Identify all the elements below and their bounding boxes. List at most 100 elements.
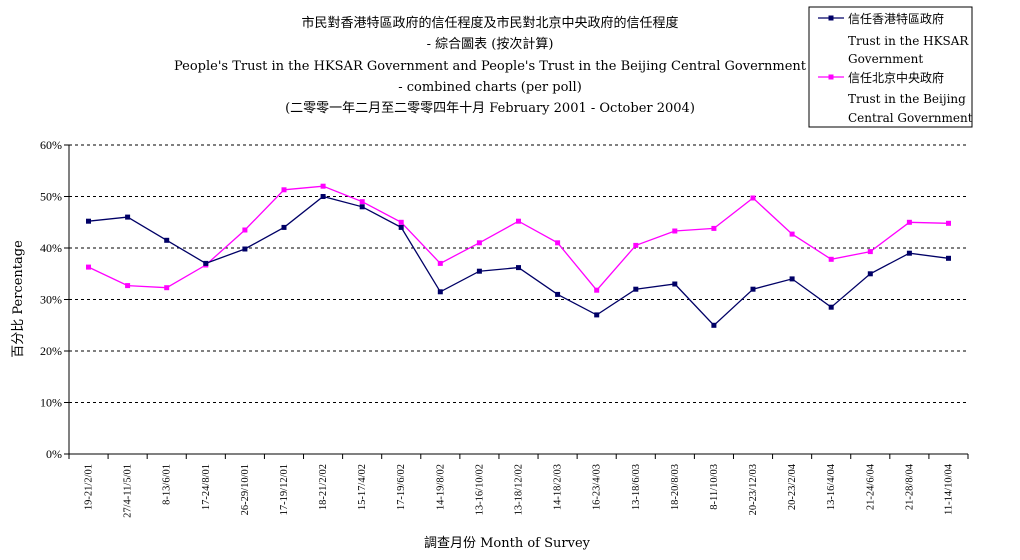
x-tick-label: 26-29/10/01 [240,464,251,515]
series-lines [86,183,951,328]
x-tick-label: 13-16/10/02 [474,464,485,515]
data-point-hksar [359,204,365,210]
gridlines [64,144,968,455]
chart-title: 市民對香港特區政府的信任程度及市民對北京中央政府的信任程度 - 綜合圖表 (按次計… [174,15,807,116]
data-point-beijing [281,187,287,193]
x-tick-label: 20-23/12/03 [748,464,759,515]
data-point-beijing [633,242,639,248]
data-point-hksar [555,291,561,297]
x-tick-label: 21-24/6/04 [865,463,876,510]
x-tick-label: 20-23/2/04 [787,463,798,510]
x-tick-label: 27/4-11/5/01 [123,464,134,518]
x-tick-label: 8-11/10/03 [709,464,720,510]
data-point-beijing [164,285,170,291]
y-tick-label: 40% [40,241,62,255]
series-line-beijing [88,185,949,292]
x-tick-label: 17-24/8/01 [201,464,212,510]
data-point-beijing [125,283,131,289]
legend: 信任香港特區政府 Trust in the HKSAR Government 信… [808,6,973,128]
data-point-hksar [516,265,521,271]
y-axis-label: 百分比 Percentage [11,240,26,358]
data-point-hksar [476,268,482,274]
data-point-beijing [437,260,443,266]
y-tick-labels: 0% 10% 20% 30% 40% 50% 60% [40,138,62,461]
data-point-beijing [906,219,912,225]
data-point-hksar [164,237,170,243]
x-tick-label: 14-19/8/02 [435,464,446,510]
data-point-hksar [789,276,795,282]
y-tick-label: 30% [40,293,62,307]
y-tick-label: 0% [46,447,62,461]
chart-title-line-5: (二零零一年二月至二零零四年十月 February 2001 - October… [285,101,695,116]
data-point-beijing [750,195,756,201]
data-point-beijing [242,227,248,233]
legend-label-beijing-en-2: Central Government [848,111,973,125]
legend-label-hksar-en-1: Trust in the HKSAR [848,34,969,48]
data-point-hksar [711,322,717,328]
data-point-beijing [711,225,717,231]
data-point-hksar [437,289,443,295]
data-point-beijing [828,256,834,262]
data-point-beijing [594,287,600,293]
legend-box [808,6,973,128]
x-tick-label: 15-17/4/02 [357,464,368,510]
y-tick-label: 20% [40,344,62,358]
y-tick-label: 50% [40,190,62,204]
chart-title-line-4: - combined charts (per poll) [398,80,582,95]
legend-label-beijing-en-1: Trust in the Beijing [848,92,966,106]
data-point-beijing [476,240,482,246]
x-tick-label: 8-13/6/01 [162,464,173,505]
data-point-beijing [359,199,365,205]
data-point-hksar [946,255,951,261]
x-tick-label: 11-14/10/04 [943,463,954,515]
data-point-hksar [86,218,91,224]
data-point-hksar [867,271,873,277]
x-tick-labels: 19-21/2/01 27/4-11/5/01 8-13/6/01 17-24/8/0… [84,463,955,518]
data-point-hksar [633,286,639,292]
x-tick-label: 13-18/6/03 [631,464,642,510]
legend-marker-hksar [828,15,834,21]
x-axis-label: 調查月份 Month of Survey [424,536,591,551]
x-tick-label: 21-28/8/04 [904,463,915,510]
data-point-hksar [242,246,248,252]
x-tick-label: 14-18/2/03 [553,464,564,510]
data-point-hksar [398,224,404,230]
x-tick-label: 13-16/4/04 [826,463,837,510]
data-point-beijing [946,220,951,226]
x-tick-label: 18-20/8/03 [670,464,681,510]
data-point-hksar [828,304,834,310]
y-tick-label: 10% [40,396,62,410]
x-tick-label: 18-21/2/02 [318,464,329,510]
data-point-beijing [320,183,326,189]
data-point-hksar [906,250,912,256]
data-point-hksar [320,194,326,199]
data-point-beijing [867,249,873,255]
data-point-hksar [672,281,678,287]
data-point-beijing [672,228,678,234]
data-point-beijing [555,240,561,246]
data-point-beijing [398,219,404,225]
x-tick-label: 19-21/2/01 [84,464,95,510]
data-point-hksar [203,260,209,266]
x-tick-label: 16-23/4/03 [592,464,603,510]
data-point-beijing [86,264,91,270]
x-tick-label: 17-19/6/02 [396,464,407,510]
legend-marker-beijing [828,74,834,80]
data-point-hksar [750,286,756,292]
data-point-beijing [789,231,795,237]
legend-label-hksar-zh: 信任香港特區政府 [848,11,944,26]
legend-label-beijing-zh: 信任北京中央政府 [848,70,944,85]
chart-title-line-3: People's Trust in the HKSAR Government a… [174,59,807,74]
data-point-hksar [125,214,131,220]
x-tick-label: 13-18/12/02 [514,464,525,515]
x-tick-label: 17-19/12/01 [279,464,290,515]
data-point-hksar [594,312,600,318]
legend-label-hksar-en-2: Government [848,52,923,66]
chart-title-line-2: - 綜合圖表 (按次計算) [427,36,554,52]
data-point-beijing [516,218,521,224]
chart-title-line-1: 市民對香港特區政府的信任程度及市民對北京中央政府的信任程度 [301,15,678,31]
series-line-hksar [88,195,949,327]
y-tick-label: 60% [40,138,62,152]
axes [68,145,969,459]
